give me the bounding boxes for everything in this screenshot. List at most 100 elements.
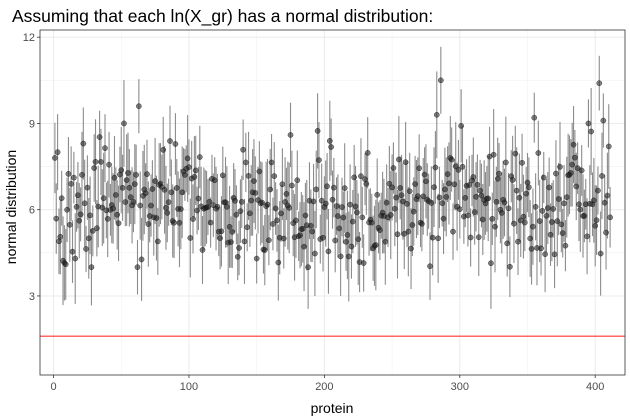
data-point [232, 197, 238, 204]
data-point [435, 235, 441, 242]
data-point [450, 228, 456, 235]
data-point [601, 199, 608, 206]
data-point [412, 181, 418, 187]
data-point [241, 238, 248, 245]
data-point [279, 181, 286, 188]
data-point [278, 210, 284, 217]
data-point [297, 232, 303, 239]
data-point [530, 223, 536, 230]
data-point [467, 234, 474, 241]
data-point [581, 213, 588, 219]
data-point [332, 237, 339, 244]
data-point [513, 187, 520, 194]
data-point [409, 222, 416, 228]
data-point [363, 180, 370, 187]
data-point [408, 245, 414, 252]
data-point [390, 165, 397, 171]
data-point [538, 245, 544, 252]
data-point [333, 203, 340, 209]
data-point [485, 195, 492, 202]
x-tick-label: 400 [586, 381, 604, 393]
data-point [322, 200, 329, 207]
data-point [136, 103, 142, 110]
data-point [72, 255, 79, 262]
data-point [199, 247, 206, 253]
data-point [528, 246, 535, 252]
data-point [307, 222, 314, 229]
data-point [416, 165, 423, 172]
data-point [206, 198, 213, 205]
data-point [532, 203, 539, 210]
data-point [77, 211, 84, 218]
data-point [289, 182, 295, 189]
data-point [125, 170, 131, 176]
data-point [114, 211, 121, 218]
data-point [88, 264, 95, 271]
x-axis-title: protein [311, 400, 354, 416]
data-point [474, 181, 481, 188]
data-point [127, 194, 134, 201]
data-point [305, 264, 311, 271]
y-tick-label: 12 [23, 32, 35, 44]
data-point [240, 146, 246, 153]
data-point [64, 206, 70, 213]
data-point [444, 171, 451, 177]
data-point [168, 189, 175, 196]
data-point [397, 185, 404, 191]
data-point [406, 188, 413, 195]
data-point [396, 156, 402, 163]
data-point [570, 141, 577, 148]
data-point [456, 206, 463, 213]
data-point [228, 239, 234, 245]
data-point [165, 199, 172, 206]
data-point [313, 186, 320, 193]
data-point [605, 143, 612, 150]
data-point [252, 190, 259, 196]
data-point [593, 217, 600, 224]
data-point [248, 197, 255, 204]
data-point [98, 159, 104, 165]
data-point [443, 194, 450, 200]
data-point [498, 210, 505, 216]
data-point [81, 200, 88, 207]
data-point [190, 216, 196, 222]
data-point [259, 199, 265, 206]
data-point [459, 163, 466, 170]
data-point [488, 260, 494, 267]
data-point [550, 206, 557, 212]
data-point [603, 229, 609, 236]
data-point [436, 194, 443, 201]
data-point [205, 204, 211, 210]
x-ticks: 0 100 200 300 400 [50, 375, 604, 393]
data-point [437, 77, 444, 84]
data-point [76, 217, 83, 224]
data-point [106, 161, 112, 168]
data-point [160, 147, 167, 153]
data-point [328, 144, 334, 150]
data-point [171, 219, 177, 226]
data-point [87, 212, 93, 219]
data-point [501, 199, 508, 206]
data-point [194, 207, 200, 214]
data-point [429, 234, 436, 241]
data-point [505, 205, 512, 212]
data-point [553, 170, 559, 177]
data-point [504, 240, 511, 247]
data-point [355, 236, 362, 243]
data-point [358, 173, 364, 180]
data-point [264, 201, 271, 208]
data-point [267, 186, 274, 193]
data-point [496, 170, 502, 177]
data-point [383, 199, 390, 206]
data-point [515, 238, 521, 245]
data-point [360, 260, 367, 266]
data-point [477, 187, 483, 194]
data-point [569, 161, 576, 168]
data-point [511, 220, 517, 227]
data-point [458, 123, 464, 129]
data-point [559, 230, 566, 236]
data-point [351, 174, 358, 181]
data-point [68, 181, 74, 187]
data-point [138, 256, 145, 263]
data-point [410, 208, 417, 215]
